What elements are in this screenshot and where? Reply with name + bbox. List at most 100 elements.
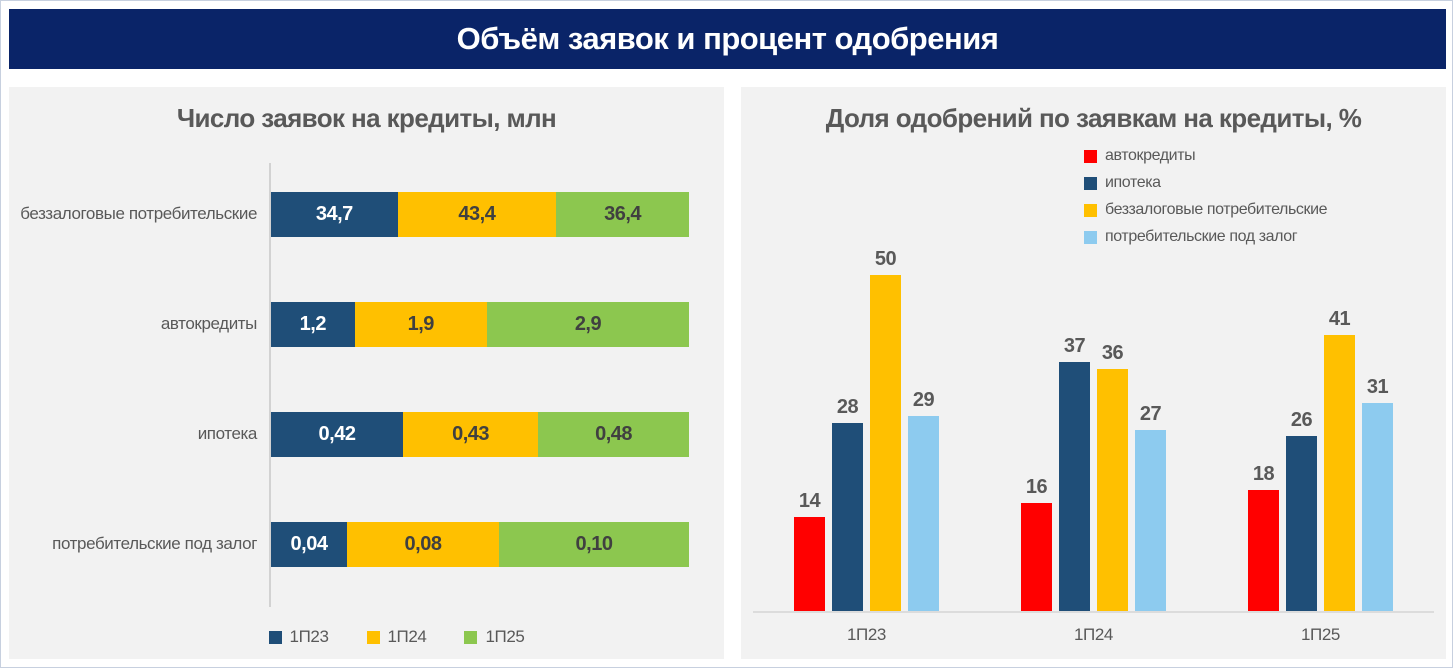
applications-stacked-bar-chart: беззалоговые потребительские 34,7 43,4 36,4… (9, 159, 689, 607)
applications-chart-title: Число заявок на кредиты, млн (176, 103, 557, 133)
bar-column: 28 (832, 396, 863, 611)
stacked-bar-segment: 43,4 (397, 191, 557, 237)
bar-value-label: 14 (798, 490, 821, 512)
legend-label: 1П24 (387, 627, 427, 646)
bar-column: 41 (1324, 308, 1355, 611)
bar (1059, 362, 1090, 611)
approval-grouped-bar-chart: 14 28 50 29 16 37 36 27 18 26 41 31 (753, 191, 1434, 613)
bar (794, 517, 825, 611)
stacked-bar-segment: 0,48 (538, 411, 689, 457)
x-axis-label: 1П25 (1301, 625, 1340, 644)
bar-column: 26 (1286, 409, 1317, 611)
legend-item: потребительские под залог (1084, 228, 1327, 246)
bar-column: 16 (1021, 476, 1052, 611)
bar-column: 50 (870, 248, 901, 611)
stacked-bar-track: 1,2 1,9 2,9 (271, 301, 689, 347)
stacked-bar-row: ипотека 0,42 0,43 0,48 (9, 379, 689, 489)
legend-item: 1П23 (268, 627, 329, 647)
applications-chart-panel: Число заявок на кредиты, млн беззалоговы… (9, 87, 724, 659)
bar-value-label: 41 (1328, 308, 1351, 330)
stacked-bar-track: 0,42 0,43 0,48 (271, 411, 689, 457)
bar (1324, 335, 1355, 611)
bar (1135, 430, 1166, 611)
bar-group: 14 28 50 29 (794, 248, 939, 611)
bar-value-label: 27 (1139, 403, 1162, 425)
approval-chart-title: Доля одобрений по заявкам на кредиты, % (825, 103, 1362, 133)
bar-column: 36 (1097, 342, 1128, 611)
legend-swatch (268, 630, 282, 644)
page-title: Объём заявок и процент одобрения (456, 21, 999, 56)
legend-item: 1П24 (366, 627, 427, 647)
segment-value-label: 0,08 (404, 532, 442, 555)
segment-value-label: 1,2 (299, 312, 327, 335)
applications-chart-legend: 1П23 1П24 1П25 (159, 627, 634, 647)
bar-value-label: 26 (1290, 409, 1313, 431)
bar (1097, 369, 1128, 611)
stacked-bar-segment: 0,08 (347, 521, 499, 567)
legend-swatch (1084, 203, 1097, 217)
x-axis-label: 1П23 (847, 625, 886, 644)
legend-swatch (1084, 149, 1097, 163)
approval-chart-x-axis: 1П23 1П24 1П25 (753, 625, 1434, 645)
bar (1362, 403, 1393, 611)
stacked-bar-row: потребительские под залог 0,04 0,08 0,10 (9, 489, 689, 599)
legend-label: 1П25 (485, 627, 525, 646)
bar-column: 14 (794, 490, 825, 611)
bar-column: 18 (1248, 463, 1279, 611)
x-axis-label: 1П24 (1074, 625, 1113, 644)
legend-label: 1П23 (289, 627, 329, 646)
segment-value-label: 36,4 (604, 202, 642, 225)
bar-group: 18 26 41 31 (1248, 308, 1393, 611)
stacked-bar-track: 0,04 0,08 0,10 (271, 521, 689, 567)
bar-column: 27 (1135, 403, 1166, 611)
bar (908, 416, 939, 611)
bar (870, 275, 901, 611)
legend-label: ипотека (1105, 174, 1161, 191)
bar (1021, 503, 1052, 611)
legend-label: беззалоговые потребительские (1105, 201, 1328, 218)
legend-swatch (464, 630, 478, 644)
segment-value-label: 0,48 (595, 422, 633, 445)
bar (832, 423, 863, 611)
segment-value-label: 34,7 (315, 202, 353, 225)
segment-value-label: 0,43 (452, 422, 490, 445)
bar-group: 16 37 36 27 (1021, 335, 1166, 611)
stacked-bar-row: беззалоговые потребительские 34,7 43,4 36,4 (9, 159, 689, 269)
bar-value-label: 18 (1252, 463, 1275, 485)
segment-value-label: 2,9 (574, 312, 602, 335)
bar-value-label: 37 (1063, 335, 1086, 357)
stacked-bar-row: автокредиты 1,2 1,9 2,9 (9, 269, 689, 379)
segment-value-label: 1,9 (407, 312, 435, 335)
legend-item: автокредиты (1084, 147, 1327, 165)
stacked-bar-segment: 1,2 (271, 301, 355, 347)
stacked-bar-segment: 1,9 (354, 301, 487, 347)
bar (1248, 490, 1279, 611)
stacked-bar-track: 34,7 43,4 36,4 (271, 191, 689, 237)
bar-value-label: 31 (1366, 376, 1389, 398)
header-banner: Объём заявок и процент одобрения (9, 9, 1446, 69)
segment-value-label: 43,4 (458, 202, 496, 225)
bar-value-label: 50 (874, 248, 897, 270)
legend-swatch (1084, 176, 1097, 190)
category-label: автокредиты (160, 314, 258, 333)
stacked-bar-segment: 0,42 (271, 411, 403, 457)
approval-chart-legend: автокредиты ипотека беззалоговые потребите… (1084, 147, 1328, 246)
category-label: ипотека (197, 424, 258, 443)
bar-value-label: 28 (836, 396, 859, 418)
stacked-bar-segment: 36,4 (556, 191, 689, 237)
stacked-bar-segment: 0,43 (403, 411, 539, 457)
bar-value-label: 29 (912, 389, 935, 411)
bar-value-label: 16 (1025, 476, 1048, 498)
stacked-bar-segment: 2,9 (486, 301, 689, 347)
legend-label: потребительские под залог (1105, 228, 1298, 245)
legend-item: беззалоговые потребительские (1084, 201, 1328, 219)
bar-column: 37 (1059, 335, 1090, 611)
bar-column: 29 (908, 389, 939, 611)
legend-label: автокредиты (1105, 147, 1196, 164)
y-axis-line (269, 163, 271, 607)
legend-item: ипотека (1084, 174, 1327, 192)
bar (1286, 436, 1317, 611)
legend-swatch (1084, 230, 1097, 244)
legend-swatch (366, 630, 380, 644)
segment-value-label: 0,42 (318, 422, 356, 445)
